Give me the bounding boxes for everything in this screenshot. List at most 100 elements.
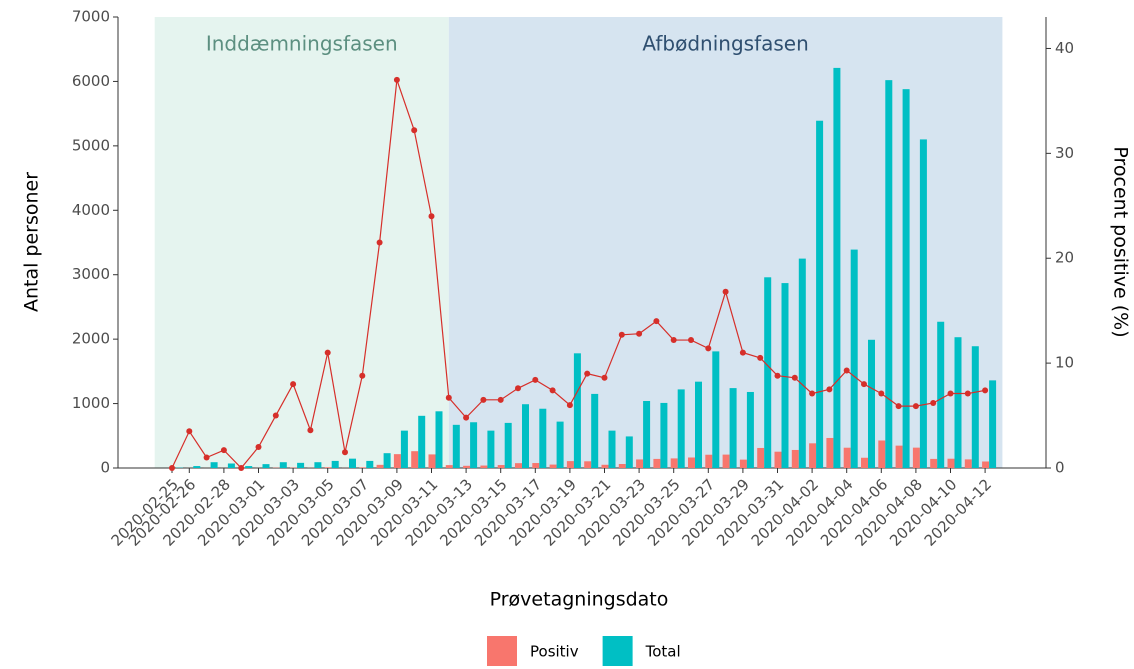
bar — [279, 462, 287, 468]
percent-point — [549, 387, 556, 394]
y-tick-label: 0 — [100, 459, 110, 477]
bar — [376, 464, 384, 468]
bar — [591, 393, 599, 468]
percent-point — [290, 381, 297, 388]
bar — [746, 391, 754, 468]
bar — [757, 447, 765, 468]
percent-point — [912, 403, 919, 410]
bar — [937, 321, 945, 468]
percent-point — [307, 427, 314, 434]
bar — [791, 449, 799, 468]
percent-point — [324, 349, 331, 356]
bar — [816, 120, 824, 468]
bar — [210, 462, 218, 468]
percent-point — [739, 349, 746, 356]
bar — [688, 457, 695, 468]
phase-label: Inddæmningsfasen — [206, 32, 398, 56]
percent-point — [774, 372, 781, 379]
y2-tick-label: 0 — [1055, 459, 1065, 477]
percent-point — [601, 374, 608, 381]
bar — [359, 467, 367, 468]
percent-point — [688, 337, 694, 344]
phase-label: Afbødningsfasen — [642, 32, 808, 56]
bar — [798, 258, 806, 468]
bar — [781, 283, 789, 468]
bar — [764, 277, 772, 468]
phase-band — [448, 17, 1003, 468]
percent-point — [878, 390, 885, 397]
y2-axis-title: Procent positive (%) — [1110, 146, 1132, 337]
bar — [971, 346, 979, 468]
bar — [722, 454, 730, 468]
percent-point — [428, 213, 435, 220]
percent-point — [393, 76, 400, 83]
bar — [584, 461, 592, 468]
percent-point — [515, 385, 521, 392]
percent-point — [255, 444, 262, 451]
bar — [393, 454, 401, 468]
bar — [227, 463, 235, 468]
bar — [964, 459, 972, 468]
percent-point — [653, 318, 660, 325]
percent-point — [566, 402, 573, 409]
y-tick-label: 3000 — [72, 265, 110, 283]
percent-point — [618, 331, 625, 338]
bar — [418, 415, 426, 468]
bar — [428, 454, 436, 468]
bar — [868, 339, 875, 468]
phase-band — [154, 17, 449, 468]
percent-point — [359, 372, 366, 379]
bar — [601, 464, 609, 468]
percent-point — [342, 449, 348, 456]
percent-point — [445, 394, 452, 401]
percent-point — [497, 396, 504, 403]
percent-point — [930, 399, 937, 406]
bar — [470, 422, 478, 468]
bar — [625, 436, 633, 468]
bar — [670, 458, 678, 468]
percent-point — [947, 390, 954, 397]
bar — [954, 337, 962, 468]
bar — [989, 380, 997, 468]
percent-point — [186, 428, 193, 435]
bar — [193, 466, 201, 468]
bar — [712, 351, 720, 468]
bar — [705, 454, 713, 468]
bar — [463, 465, 471, 468]
bar — [324, 467, 332, 468]
percent-point — [670, 337, 677, 344]
y-tick-label: 4000 — [72, 201, 110, 219]
bar — [947, 458, 955, 468]
bar — [566, 461, 574, 468]
bar — [297, 462, 305, 468]
bar — [861, 457, 868, 468]
percent-point — [411, 127, 418, 134]
bar — [843, 447, 851, 468]
percent-point — [272, 412, 279, 419]
percent-point — [463, 414, 470, 421]
bar — [435, 411, 443, 468]
bar — [608, 430, 616, 468]
bar — [618, 464, 626, 468]
bar — [850, 249, 858, 468]
bar — [643, 400, 651, 468]
y2-tick-label: 20 — [1055, 249, 1074, 267]
percent-point — [964, 390, 971, 397]
percent-point — [982, 387, 989, 394]
percent-point — [791, 374, 798, 381]
percent-point — [238, 465, 245, 471]
legend-label: Positiv — [530, 643, 579, 661]
bar — [411, 451, 419, 468]
bar — [919, 139, 927, 468]
bar — [349, 458, 356, 468]
bar — [774, 451, 782, 468]
legend-swatch — [487, 636, 517, 666]
x-axis-title: Prøvetagningsdato — [490, 589, 669, 611]
percent-line — [171, 79, 986, 469]
bar — [636, 459, 644, 468]
bar — [539, 408, 547, 468]
bar — [556, 421, 564, 468]
bar — [826, 437, 834, 468]
bar — [739, 459, 747, 468]
